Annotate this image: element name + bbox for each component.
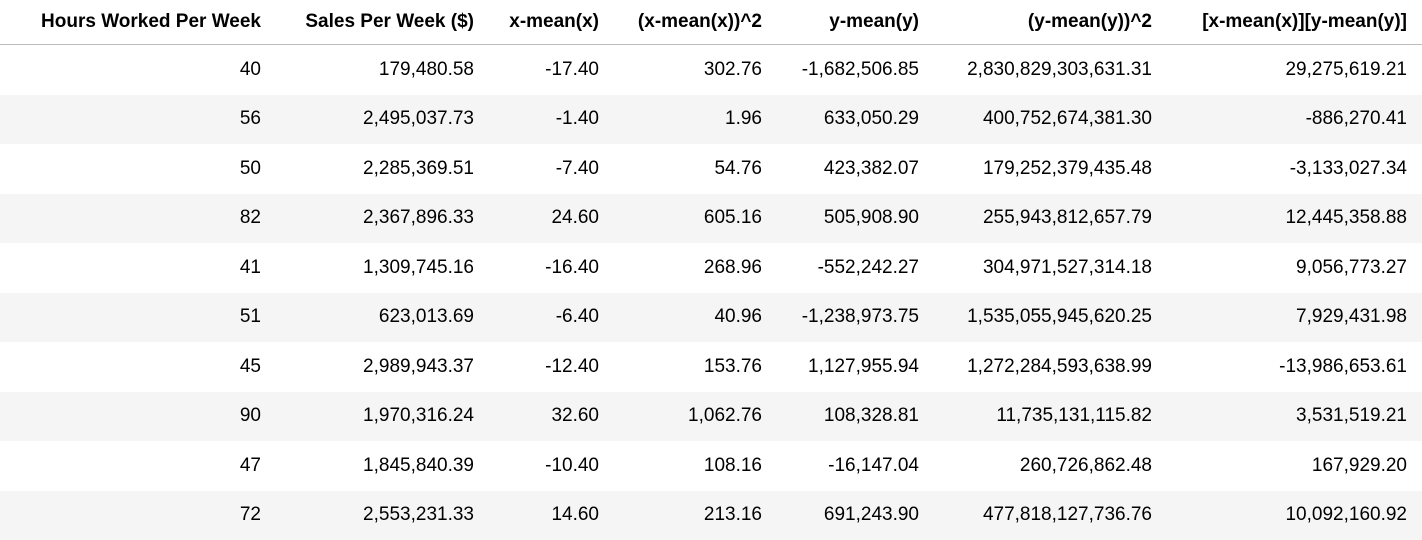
cell-y-dev-sq: 400,752,674,381.30 bbox=[982, 108, 1152, 130]
cell-y-dev: -1,238,973.75 bbox=[801, 306, 919, 328]
cell-sales: 1,845,840.39 bbox=[363, 454, 474, 476]
cell-x-dev: -1.40 bbox=[555, 108, 599, 130]
cell-sales: 2,989,943.37 bbox=[363, 355, 474, 377]
cell-product: 7,929,431.98 bbox=[1296, 306, 1407, 328]
cell-product: -13,986,653.61 bbox=[1279, 355, 1407, 377]
column-header-y-minus-mean[interactable]: y-mean(y) bbox=[829, 11, 919, 32]
cell-x-dev-sq: 40.96 bbox=[714, 306, 762, 328]
cell-x-dev-sq: 605.16 bbox=[703, 207, 762, 229]
table-header-row: Hours Worked Per Week Sales Per Week ($)… bbox=[0, 0, 1422, 45]
table-row: 82 2,367,896.33 24.60 605.16 505,908.90 … bbox=[0, 193, 1422, 243]
column-header-x-minus-mean-squared[interactable]: (x-mean(x))^2 bbox=[637, 11, 762, 32]
cell-x-dev-sq: 108.16 bbox=[703, 454, 762, 476]
table-row: 45 2,989,943.37 -12.40 153.76 1,127,955.… bbox=[0, 342, 1422, 392]
cell-product: 29,275,619.21 bbox=[1285, 58, 1407, 80]
column-header-x-minus-mean[interactable]: x-mean(x) bbox=[509, 11, 599, 32]
cell-x-dev: 14.60 bbox=[551, 504, 599, 526]
cell-x-dev-sq: 153.76 bbox=[703, 355, 762, 377]
cell-sales: 2,495,037.73 bbox=[363, 108, 474, 130]
cell-y-dev-sq: 304,971,527,314.18 bbox=[982, 256, 1152, 278]
cell-y-dev-sq: 260,726,862.48 bbox=[1019, 454, 1152, 476]
cell-y-dev-sq: 179,252,379,435.48 bbox=[982, 157, 1152, 179]
column-header-hours-worked[interactable]: Hours Worked Per Week bbox=[41, 11, 261, 32]
cell-product: -3,133,027.34 bbox=[1289, 157, 1407, 179]
cell-x-dev-sq: 54.76 bbox=[714, 157, 762, 179]
cell-sales: 623,013.69 bbox=[378, 306, 474, 328]
cell-x-dev-sq: 1,062.76 bbox=[688, 405, 762, 427]
cell-hours: 51 bbox=[239, 306, 261, 328]
column-header-y-minus-mean-squared[interactable]: (y-mean(y))^2 bbox=[1027, 11, 1152, 32]
cell-y-dev-sq: 477,818,127,736.76 bbox=[982, 504, 1152, 526]
cell-y-dev-sq: 255,943,812,657.79 bbox=[982, 207, 1152, 229]
table-row: 50 2,285,369.51 -7.40 54.76 423,382.07 1… bbox=[0, 144, 1422, 194]
cell-x-dev: -6.40 bbox=[555, 306, 599, 328]
cell-x-dev-sq: 213.16 bbox=[703, 504, 762, 526]
cell-x-dev: -16.40 bbox=[545, 256, 599, 278]
cell-y-dev: 505,908.90 bbox=[823, 207, 919, 229]
column-header-sales-per-week[interactable]: Sales Per Week ($) bbox=[305, 11, 474, 32]
cell-sales: 2,285,369.51 bbox=[363, 157, 474, 179]
cell-hours: 40 bbox=[239, 58, 261, 80]
table-row: 56 2,495,037.73 -1.40 1.96 633,050.29 40… bbox=[0, 94, 1422, 144]
cell-x-dev: 32.60 bbox=[551, 405, 599, 427]
cell-hours: 45 bbox=[239, 355, 261, 377]
cell-y-dev-sq: 2,830,829,303,631.31 bbox=[967, 58, 1152, 80]
cell-sales: 2,553,231.33 bbox=[363, 504, 474, 526]
cell-y-dev: 691,243.90 bbox=[823, 504, 919, 526]
cell-x-dev: 24.60 bbox=[551, 207, 599, 229]
cell-y-dev: 423,382.07 bbox=[823, 157, 919, 179]
cell-product: 9,056,773.27 bbox=[1296, 256, 1407, 278]
cell-product: 12,445,358.88 bbox=[1285, 207, 1407, 229]
column-header-product[interactable]: [x-mean(x)][y-mean(y)] bbox=[1202, 11, 1407, 32]
cell-sales: 179,480.58 bbox=[378, 58, 474, 80]
table-row: 40 179,480.58 -17.40 302.76 -1,682,506.8… bbox=[0, 45, 1422, 95]
cell-product: 167,929.20 bbox=[1311, 454, 1407, 476]
cell-y-dev: -1,682,506.85 bbox=[801, 58, 919, 80]
cell-sales: 2,367,896.33 bbox=[363, 207, 474, 229]
cell-x-dev-sq: 268.96 bbox=[703, 256, 762, 278]
cell-x-dev: -12.40 bbox=[545, 355, 599, 377]
cell-y-dev: 108,328.81 bbox=[823, 405, 919, 427]
table-row: 47 1,845,840.39 -10.40 108.16 -16,147.04… bbox=[0, 441, 1422, 491]
cell-y-dev-sq: 1,535,055,945,620.25 bbox=[967, 306, 1152, 328]
table-row: 72 2,553,231.33 14.60 213.16 691,243.90 … bbox=[0, 490, 1422, 540]
table-row: 41 1,309,745.16 -16.40 268.96 -552,242.2… bbox=[0, 243, 1422, 293]
cell-product: 10,092,160.92 bbox=[1285, 504, 1407, 526]
cell-sales: 1,970,316.24 bbox=[363, 405, 474, 427]
cell-y-dev: -16,147.04 bbox=[828, 454, 919, 476]
cell-hours: 56 bbox=[239, 108, 261, 130]
cell-hours: 90 bbox=[239, 405, 261, 427]
cell-hours: 82 bbox=[239, 207, 261, 229]
cell-x-dev-sq: 1.96 bbox=[725, 108, 762, 130]
cell-y-dev: 1,127,955.94 bbox=[808, 355, 919, 377]
table-row: 51 623,013.69 -6.40 40.96 -1,238,973.75 … bbox=[0, 292, 1422, 342]
cell-x-dev-sq: 302.76 bbox=[703, 58, 762, 80]
cell-x-dev: -17.40 bbox=[545, 58, 599, 80]
cell-sales: 1,309,745.16 bbox=[363, 256, 474, 278]
cell-hours: 47 bbox=[239, 454, 261, 476]
cell-x-dev: -10.40 bbox=[545, 454, 599, 476]
cell-y-dev: 633,050.29 bbox=[823, 108, 919, 130]
cell-hours: 72 bbox=[239, 504, 261, 526]
cell-y-dev-sq: 1,272,284,593,638.99 bbox=[967, 355, 1152, 377]
cell-hours: 50 bbox=[239, 157, 261, 179]
cell-y-dev-sq: 11,735,131,115.82 bbox=[996, 405, 1152, 427]
cell-x-dev: -7.40 bbox=[555, 157, 599, 179]
cell-product: -886,270.41 bbox=[1305, 108, 1407, 130]
cell-y-dev: -552,242.27 bbox=[817, 256, 919, 278]
cell-hours: 41 bbox=[239, 256, 261, 278]
cell-product: 3,531,519.21 bbox=[1296, 405, 1407, 427]
table-row: 90 1,970,316.24 32.60 1,062.76 108,328.8… bbox=[0, 391, 1422, 441]
